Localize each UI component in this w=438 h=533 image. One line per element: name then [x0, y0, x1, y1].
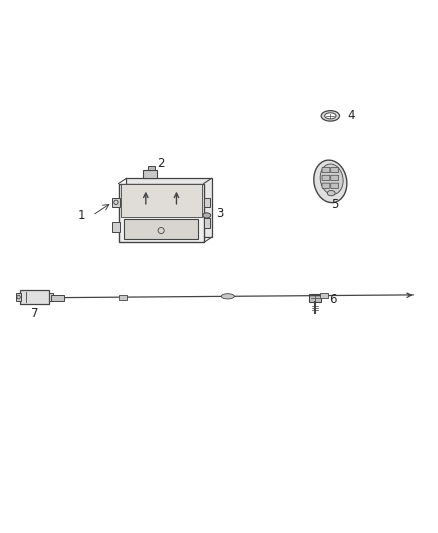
- Bar: [49, 293, 53, 301]
- Ellipse shape: [327, 190, 335, 196]
- Text: 3: 3: [216, 207, 223, 220]
- FancyBboxPatch shape: [309, 294, 321, 302]
- Bar: [51, 295, 64, 301]
- FancyBboxPatch shape: [20, 290, 49, 304]
- FancyBboxPatch shape: [143, 169, 157, 179]
- FancyBboxPatch shape: [119, 183, 204, 243]
- FancyBboxPatch shape: [127, 179, 212, 237]
- FancyBboxPatch shape: [204, 218, 210, 228]
- Bar: [320, 293, 328, 298]
- FancyBboxPatch shape: [204, 198, 210, 207]
- Bar: [121, 184, 201, 217]
- Bar: [16, 293, 21, 301]
- Ellipse shape: [320, 164, 343, 195]
- Text: 1: 1: [78, 209, 85, 222]
- FancyBboxPatch shape: [112, 222, 120, 232]
- FancyBboxPatch shape: [322, 183, 330, 188]
- Bar: [148, 166, 155, 170]
- FancyBboxPatch shape: [331, 183, 339, 188]
- FancyBboxPatch shape: [331, 175, 339, 181]
- FancyBboxPatch shape: [322, 175, 330, 181]
- Ellipse shape: [221, 294, 234, 299]
- FancyBboxPatch shape: [112, 198, 120, 207]
- Ellipse shape: [203, 213, 211, 218]
- Ellipse shape: [321, 111, 339, 121]
- FancyBboxPatch shape: [331, 167, 339, 173]
- Ellipse shape: [314, 160, 347, 203]
- Bar: [119, 295, 127, 300]
- Ellipse shape: [325, 113, 336, 119]
- Text: 4: 4: [348, 109, 355, 123]
- Text: 2: 2: [157, 157, 165, 169]
- Text: 7: 7: [31, 306, 38, 320]
- FancyBboxPatch shape: [124, 220, 198, 239]
- Text: 6: 6: [329, 293, 336, 306]
- FancyBboxPatch shape: [322, 167, 330, 173]
- Text: 5: 5: [331, 198, 339, 211]
